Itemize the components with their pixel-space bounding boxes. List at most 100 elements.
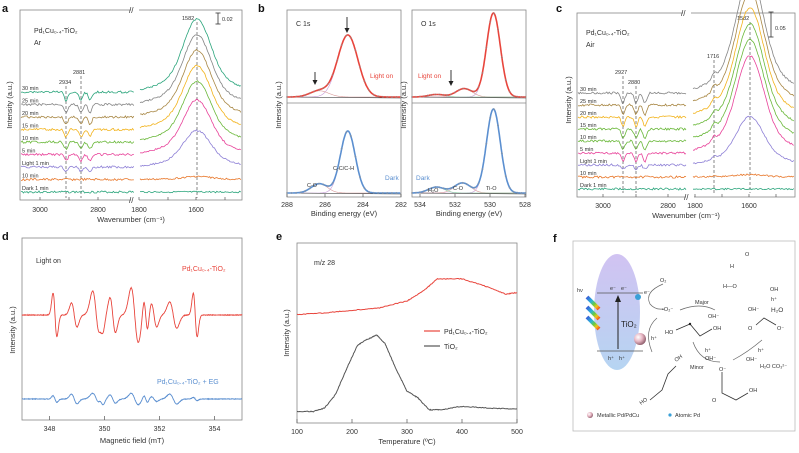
plot-frame-b-o1s	[411, 9, 527, 198]
xps-data-point	[493, 12, 496, 15]
x-tick-e: 100	[291, 429, 303, 436]
x-tick-d: 348	[44, 426, 56, 433]
hole-label-top: h⁺	[771, 296, 777, 303]
glycerol-structure	[675, 323, 713, 337]
x-tick-e: 400	[456, 429, 468, 436]
peroxide-o: O	[745, 252, 750, 258]
ethylene-glycol-structure	[649, 365, 677, 401]
oh-label: OH⁻	[708, 314, 719, 320]
tpd-title: m/z 28	[314, 260, 335, 267]
xps-data-point	[442, 93, 445, 96]
ir-series-left	[20, 127, 135, 139]
ho-label: HO	[665, 330, 674, 336]
legend-atomic-pd: Atomic Pd	[675, 413, 700, 419]
epr-title: Light on	[36, 258, 61, 265]
peroxide-h: H	[730, 264, 734, 270]
oh-label-minor: OH⁻	[705, 356, 716, 362]
ir-series-right	[692, 173, 795, 178]
ir-series-right	[139, 48, 242, 116]
peak-label-c-2927: 2927	[615, 70, 627, 76]
xps-data-point	[457, 89, 460, 92]
x-axis-label-b-c1s: Binding energy (eV)	[311, 209, 378, 218]
xps-data-point	[422, 95, 425, 98]
a-series-label: 15 min	[22, 124, 39, 130]
xps-data-point	[340, 43, 343, 46]
annotation-co-c1s: C-O	[307, 183, 318, 189]
legend-label-pdcu: Pd₁Cu₀.₄-TiO₂	[444, 329, 488, 336]
legend-atomic-pd-icon	[668, 413, 672, 417]
panel-letter-d: d	[2, 231, 9, 243]
c-series-label: 25 min	[580, 99, 597, 105]
xps-data-point	[461, 87, 464, 90]
x-axis-label-b-o1s: Binding energy (eV)	[436, 209, 503, 218]
y-axis-label-b-c1s: Intensity (a.u.)	[274, 81, 283, 129]
xps-baseline	[411, 192, 527, 195]
oh-end-label: OH	[713, 326, 721, 332]
xps-data-point	[386, 95, 389, 98]
x-tick-b: 532	[449, 202, 461, 209]
xps-data-point	[446, 94, 449, 97]
atomic-pd-icon	[635, 294, 641, 300]
xps-data-point	[450, 93, 453, 96]
h2o-label: H₂O	[771, 307, 783, 314]
x-axis-label-c: Wavenumber (cm⁻¹)	[652, 211, 720, 220]
ir-series-left	[20, 90, 134, 102]
xps-data-point	[500, 152, 503, 155]
xps-data-point	[313, 184, 316, 187]
xps-fit-dark	[412, 108, 526, 194]
xps-data-point	[508, 186, 511, 189]
legend-metallic-pd: Metallic Pd/PdCu	[597, 413, 639, 419]
x-tick-c: 2800	[660, 203, 676, 210]
xps-data-point	[453, 185, 456, 188]
panel-a: a // // Pd₁Cu₀.₄-TiO₂ Ar 0.02 2934 2881 …	[2, 3, 243, 224]
xps-data-point	[308, 187, 311, 190]
panel-e: e m/z 28 Pd₁Cu₀.₄-TiO₂ TiO₂ 100 200 300 400…	[276, 231, 523, 446]
xps-data-point	[481, 168, 484, 171]
xps-data-point	[299, 191, 302, 194]
xps-data-point	[295, 191, 298, 194]
xps-baseline	[286, 192, 402, 195]
ir-series-right	[139, 34, 242, 103]
minor-label: Minor	[690, 365, 704, 371]
peak-label-a-1582: 1582	[182, 16, 194, 22]
electron-transfer-label: e⁻	[644, 290, 650, 296]
panel-letter-e: e	[276, 231, 282, 243]
xps-baseline	[286, 96, 402, 99]
xps-data-point	[358, 175, 361, 178]
x-tick-b: 284	[357, 202, 369, 209]
panel-d: d Light on Pd₁Cu₀.₄-TiO₂ Pd₁Cu₀.₄-TiO₂ +…	[2, 231, 243, 445]
ir-series-right	[692, 38, 794, 138]
xps-data-point	[438, 93, 441, 96]
ir-series-right	[139, 18, 241, 91]
series-label-pdcu-eg: Pd₁Cu₀.₄-TiO₂ + EG	[157, 379, 219, 386]
hole-label: h⁺	[608, 355, 614, 362]
xps-data-point	[500, 56, 503, 59]
xps-data-point	[372, 191, 375, 194]
peak-label-c-1716: 1716	[707, 54, 719, 60]
ir-series-left	[20, 152, 134, 163]
x-tick-d: 350	[99, 426, 111, 433]
plot-frame-b-c1s	[286, 9, 402, 198]
xps-data-point	[304, 93, 307, 96]
c-series-label: 20 min	[580, 111, 597, 117]
xps-data-point	[418, 191, 421, 194]
ir-series-left	[20, 140, 135, 151]
ir-series-left	[577, 163, 687, 171]
annotation-co-o1s: C-O	[453, 186, 464, 192]
light-on-label-c1s: Light on	[370, 73, 394, 80]
curved-arrow	[732, 339, 763, 361]
ir-series-right	[139, 190, 242, 194]
xps-data-point	[481, 72, 484, 75]
xps-data-point	[390, 95, 393, 98]
electron-label: e⁻	[610, 286, 616, 292]
a-series-label: 10 min	[22, 174, 39, 180]
xps-data-point	[430, 93, 433, 96]
xps-data-point	[504, 79, 507, 82]
xps-data-point	[465, 87, 468, 90]
break-mark: //	[129, 6, 134, 15]
xps-data-point	[363, 187, 366, 190]
xps-data-point	[450, 187, 453, 190]
x-tick-d: 352	[154, 426, 166, 433]
formate-o-minus: O⁻	[777, 326, 784, 332]
x-tick-b: 288	[281, 202, 293, 209]
